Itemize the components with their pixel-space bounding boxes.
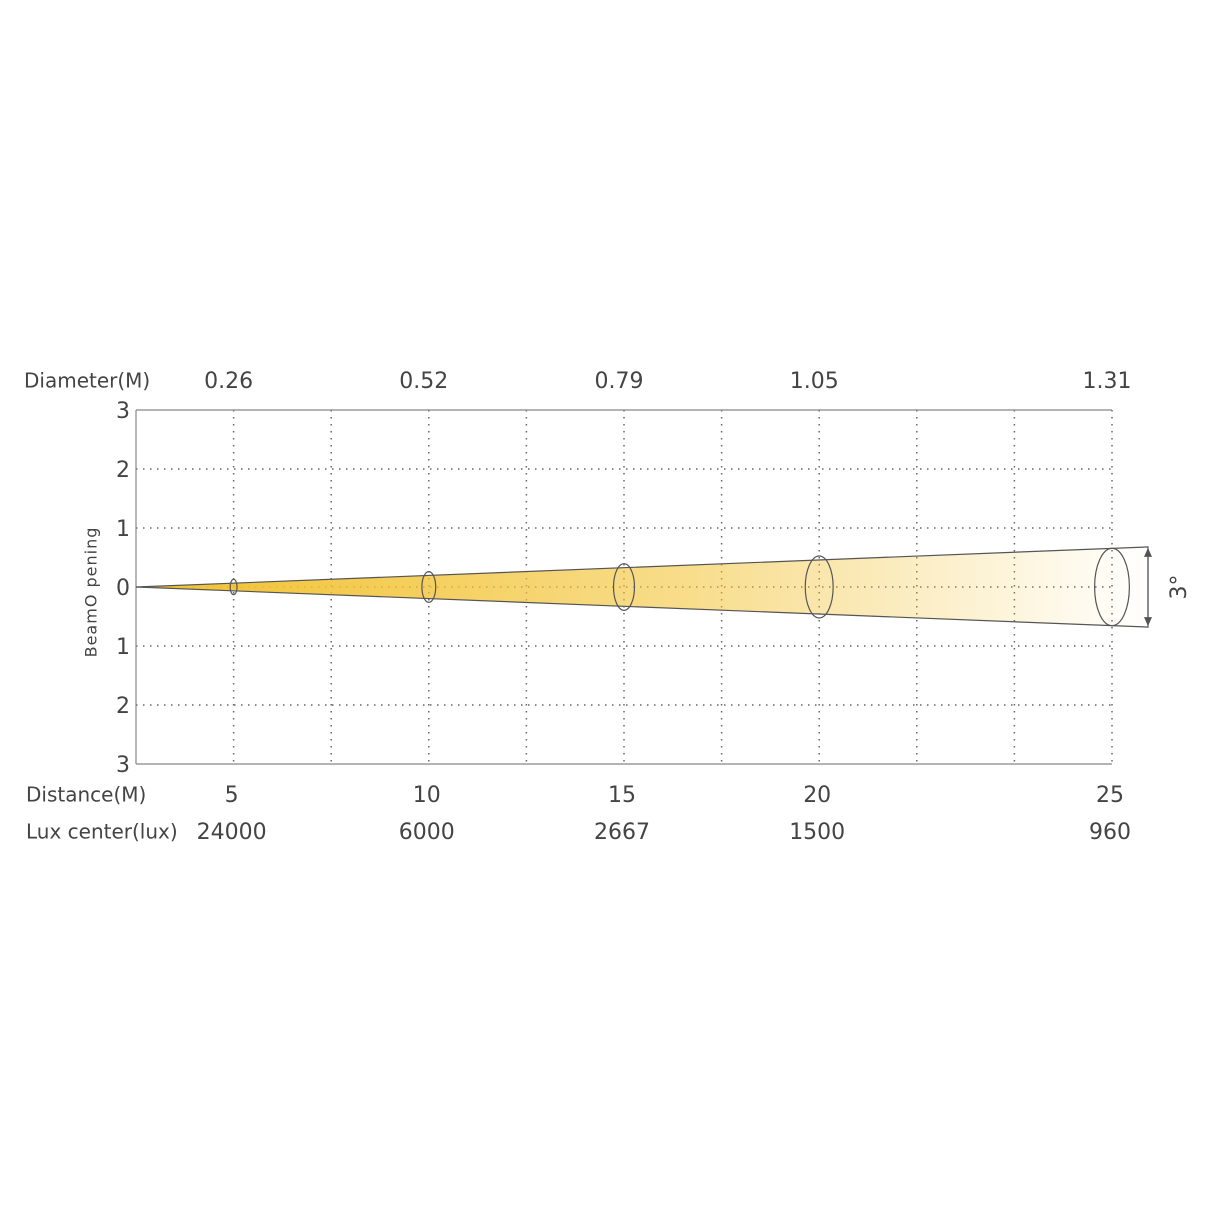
y-tick-label: 2 xyxy=(116,694,130,719)
lux-value: 2667 xyxy=(594,820,650,845)
distance-value: 10 xyxy=(413,783,441,808)
diameter-value: 0.52 xyxy=(399,369,448,394)
beam-angle: 3° xyxy=(1167,575,1192,600)
distance-value: 25 xyxy=(1096,783,1124,808)
distance-value: 5 xyxy=(225,783,239,808)
beam-section xyxy=(1094,547,1130,627)
beam-section xyxy=(421,571,437,603)
beam-cone xyxy=(135,546,1149,628)
y-tick-label: 3 xyxy=(116,399,130,424)
y-tick-label: 3 xyxy=(116,753,130,778)
lux-value: 1500 xyxy=(789,820,845,845)
beam-section xyxy=(804,555,834,619)
lux-value: 24000 xyxy=(197,820,267,845)
diameter-value: 0.79 xyxy=(595,369,644,394)
y-tick-label: 1 xyxy=(116,635,130,660)
arrow-head xyxy=(1144,547,1152,557)
diameter-label: Diameter(M) xyxy=(24,369,150,393)
distance-value: 15 xyxy=(608,783,636,808)
lux-label: Lux center(lux) xyxy=(26,820,178,844)
beam-section xyxy=(612,563,636,611)
diameter-value: 1.31 xyxy=(1083,369,1132,394)
y-axis-label: BeamO pening xyxy=(82,527,101,658)
y-tick-label: 2 xyxy=(116,458,130,483)
diameter-value: 0.26 xyxy=(204,369,253,394)
lux-value: 6000 xyxy=(399,820,455,845)
distance-value: 20 xyxy=(803,783,831,808)
lux-value: 960 xyxy=(1089,820,1131,845)
diameter-value: 1.05 xyxy=(790,369,839,394)
arrow-head xyxy=(1144,617,1152,627)
y-tick-label: 1 xyxy=(116,517,130,542)
y-tick-label: 0 xyxy=(116,576,130,601)
distance-label: Distance(M) xyxy=(26,783,146,807)
beam-section xyxy=(229,578,238,596)
